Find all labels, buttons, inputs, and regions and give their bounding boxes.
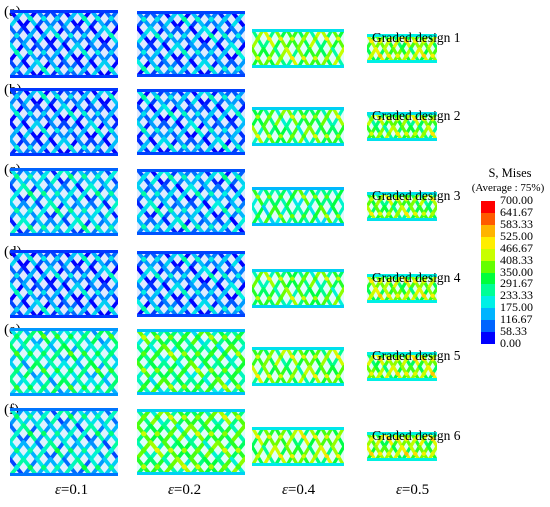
lattice-sample [367, 273, 437, 303]
colorbar-segment [481, 332, 495, 345]
lattice-sample [10, 10, 118, 78]
lattice-sample [367, 191, 437, 221]
colorbar-tick-label: 116.67 [500, 312, 533, 327]
lattice-sample [367, 351, 437, 381]
design-title: Graded design 2 [372, 108, 461, 123]
colorbar-tick-label: 291.67 [500, 276, 533, 291]
design-title: Graded design 4 [372, 270, 461, 285]
colorbar-segment [481, 224, 495, 238]
design-title: Graded design 5 [372, 348, 461, 363]
lattice-sample [10, 408, 118, 476]
design-title: Graded design 1 [372, 30, 461, 45]
strain-label: ε=0.4 [282, 482, 316, 498]
lattice-sample [137, 169, 245, 235]
colorbar-tick-label: 233.33 [500, 288, 533, 303]
design-title: Graded design 3 [372, 188, 461, 203]
colorbar-tick-label: 58.33 [500, 324, 527, 339]
lattice-sample [10, 88, 118, 156]
colorbar-tick-label: 525.00 [500, 228, 533, 243]
lattice-sample [137, 409, 245, 475]
colorbar-tick-label: 350.00 [500, 264, 533, 279]
lattice-sample [252, 346, 344, 386]
legend-subtitle: (Average : 75%) [471, 182, 545, 194]
lattice-sample [252, 268, 344, 308]
colorbar [481, 201, 495, 345]
lattice-sample [137, 329, 245, 395]
lattice-sample [137, 251, 245, 317]
colorbar-segment [481, 212, 495, 226]
lattice-sample [10, 250, 118, 318]
colorbar-tick-label: 0.00 [500, 336, 521, 350]
colorbar-segment [481, 320, 495, 333]
colorbar-segment [481, 272, 495, 285]
colorbar-tick-label: 583.33 [500, 216, 533, 231]
colorbar-segment [481, 308, 495, 321]
colorbar-segment [481, 296, 495, 309]
colorbar-tick-label: 700.00 [500, 193, 533, 207]
lattice-sample [367, 431, 437, 461]
lattice-sample [137, 11, 245, 77]
lattice-sample [252, 426, 344, 466]
colorbar-tick-label: 466.67 [500, 240, 533, 255]
lattice-sample [10, 328, 118, 396]
colorbar-segment [481, 201, 495, 214]
colorbar-segment [481, 236, 495, 250]
colorbar-tick-label: 408.33 [500, 252, 533, 267]
colorbar-tick-label: 641.67 [500, 204, 533, 219]
lattice-sample [252, 28, 344, 68]
strain-label: ε=0.5 [396, 482, 430, 498]
strain-label: ε=0.2 [168, 482, 202, 498]
lattice-sample [252, 106, 344, 146]
colorbar-segment [481, 260, 495, 273]
design-title: Graded design 6 [372, 428, 461, 443]
colorbar-segment [481, 248, 495, 262]
colorbar-segment [481, 284, 495, 297]
lattice-sample [367, 111, 437, 141]
lattice-sample [367, 33, 437, 63]
lattice-sample [252, 186, 344, 226]
lattice-sample [137, 89, 245, 155]
lattice-sample [10, 168, 118, 236]
colorbar-tick-label: 175.00 [500, 300, 533, 315]
strain-label: ε=0.1 [55, 482, 89, 498]
legend-title: S, Mises [488, 166, 532, 180]
